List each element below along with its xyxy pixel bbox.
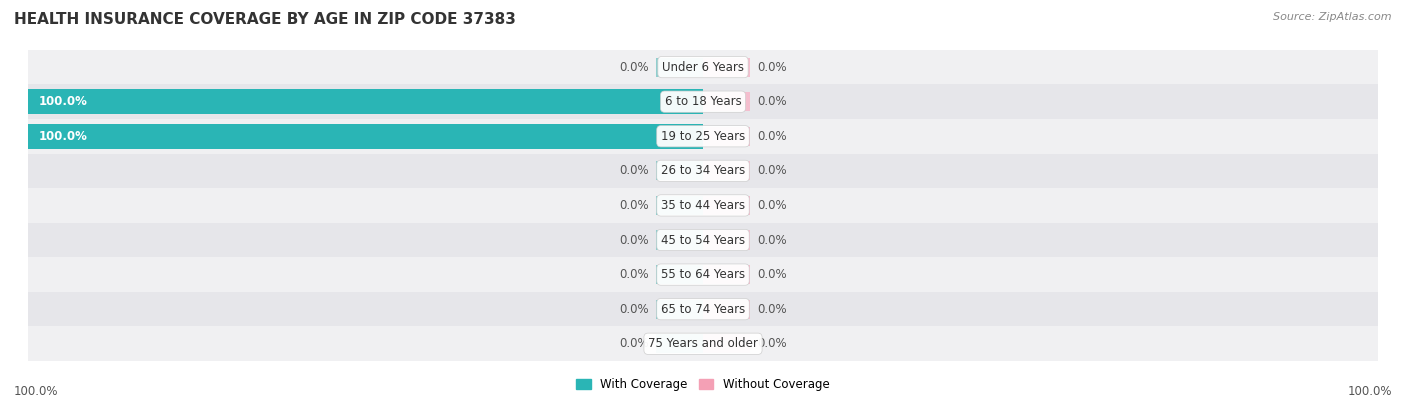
Bar [703,58,751,77]
Bar [28,84,1378,119]
Text: 0.0%: 0.0% [756,234,786,247]
Bar [28,223,1378,257]
Text: 75 Years and older: 75 Years and older [648,337,758,350]
Text: 100.0%: 100.0% [1347,386,1392,398]
Text: 26 to 34 Years: 26 to 34 Years [661,164,745,177]
Text: 100.0%: 100.0% [14,386,59,398]
Bar [703,334,751,353]
Bar [655,58,703,77]
Bar [655,196,703,215]
Text: 0.0%: 0.0% [756,130,786,143]
Bar [703,300,751,319]
Bar [703,230,751,249]
Bar [655,300,703,319]
Bar [28,188,1378,223]
Text: 0.0%: 0.0% [620,61,650,73]
Text: 0.0%: 0.0% [756,95,786,108]
Bar [655,334,703,353]
Bar [28,124,703,149]
Text: 100.0%: 100.0% [38,95,87,108]
Text: 0.0%: 0.0% [620,164,650,177]
Text: 0.0%: 0.0% [756,199,786,212]
Bar [703,92,751,111]
Legend: With Coverage, Without Coverage: With Coverage, Without Coverage [572,373,834,395]
Bar [703,161,751,181]
Text: 0.0%: 0.0% [620,303,650,316]
Text: 19 to 25 Years: 19 to 25 Years [661,130,745,143]
Bar [28,292,1378,327]
Text: 0.0%: 0.0% [756,337,786,350]
Bar [703,265,751,284]
Text: 100.0%: 100.0% [38,130,87,143]
Bar [655,161,703,181]
Text: 0.0%: 0.0% [620,337,650,350]
Text: 0.0%: 0.0% [620,199,650,212]
Bar [28,327,1378,361]
Text: 65 to 74 Years: 65 to 74 Years [661,303,745,316]
Bar [655,230,703,249]
Bar [28,89,703,114]
Text: 0.0%: 0.0% [620,268,650,281]
Bar [28,154,1378,188]
Text: 6 to 18 Years: 6 to 18 Years [665,95,741,108]
Text: Under 6 Years: Under 6 Years [662,61,744,73]
Bar [28,257,1378,292]
Text: 0.0%: 0.0% [756,164,786,177]
Bar [655,265,703,284]
Text: HEALTH INSURANCE COVERAGE BY AGE IN ZIP CODE 37383: HEALTH INSURANCE COVERAGE BY AGE IN ZIP … [14,12,516,27]
Text: 35 to 44 Years: 35 to 44 Years [661,199,745,212]
Bar [703,196,751,215]
Bar [28,50,1378,84]
Text: 0.0%: 0.0% [756,268,786,281]
Text: 0.0%: 0.0% [620,234,650,247]
Text: 55 to 64 Years: 55 to 64 Years [661,268,745,281]
Bar [703,127,751,146]
Text: 0.0%: 0.0% [756,61,786,73]
Text: 0.0%: 0.0% [756,303,786,316]
Text: 45 to 54 Years: 45 to 54 Years [661,234,745,247]
Text: Source: ZipAtlas.com: Source: ZipAtlas.com [1274,12,1392,22]
Bar [28,119,1378,154]
